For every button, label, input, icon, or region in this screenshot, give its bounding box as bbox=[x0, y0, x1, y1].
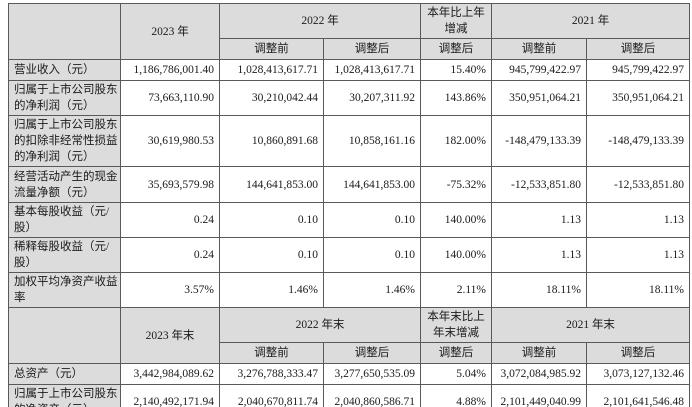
table-row: 基本每股收益（元/股） 0.24 0.10 0.10 140.00% 1.13 … bbox=[8, 202, 690, 238]
adjust-after-header: 调整后 bbox=[586, 342, 690, 364]
adjust-after-header: 调整后 bbox=[323, 38, 421, 60]
period-header-2021: 2021 年 bbox=[491, 3, 690, 39]
value-cell: 140.00% bbox=[420, 202, 492, 238]
table-row: 营业收入（元） 1,186,786,001.40 1,028,413,617.7… bbox=[8, 59, 690, 81]
value-cell: 350,951,064.21 bbox=[586, 80, 690, 116]
value-cell: 3,277,650,535.09 bbox=[323, 363, 421, 385]
value-cell: 30,619,980.53 bbox=[120, 115, 220, 167]
value-cell: 3,072,084,985.92 bbox=[491, 363, 587, 385]
value-cell: 945,799,422.97 bbox=[491, 59, 587, 81]
value-cell: 0.10 bbox=[323, 237, 421, 273]
table-row: 加权平均净资产收益率 3.57% 1.46% 1.46% 2.11% 18.11… bbox=[8, 272, 690, 308]
value-cell: 1,028,413,617.71 bbox=[219, 59, 324, 81]
adjust-after-header: 调整后 bbox=[420, 342, 492, 364]
value-cell: 5.04% bbox=[420, 363, 492, 385]
value-cell: 2,040,860,586.71 bbox=[323, 384, 421, 407]
value-cell: 10,860,891.68 bbox=[219, 115, 324, 167]
value-cell: 143.86% bbox=[420, 80, 492, 116]
table-row: 归属于上市公司股东的净资产（元） 2,140,492,171.94 2,040,… bbox=[8, 384, 690, 407]
period-header-2022-end: 2022 年末 bbox=[219, 307, 421, 343]
value-cell: 10,858,161.16 bbox=[323, 115, 421, 167]
value-cell: 18.11% bbox=[586, 272, 690, 308]
row-label: 稀释每股收益（元/股） bbox=[8, 237, 121, 273]
row-label: 归属于上市公司股东的净资产（元） bbox=[8, 384, 121, 407]
value-cell: 73,663,110.90 bbox=[120, 80, 220, 116]
value-cell: 144,641,853.00 bbox=[323, 166, 421, 203]
value-cell: -148,479,133.39 bbox=[586, 115, 690, 167]
value-cell: 0.24 bbox=[120, 237, 220, 273]
period-header-2021-end: 2021 年末 bbox=[491, 307, 690, 343]
financial-summary-page: 2023 年 2022 年 本年比上年增减 2021 年 调整前 调整后 调整后… bbox=[0, 3, 692, 407]
value-cell: 2,101,449,040.99 bbox=[491, 384, 587, 407]
value-cell: 35,693,579.98 bbox=[120, 166, 220, 203]
value-cell: 1.13 bbox=[491, 202, 587, 238]
value-cell: 0.10 bbox=[219, 202, 324, 238]
value-cell: -12,533,851.80 bbox=[491, 166, 587, 203]
change-header: 本年比上年增减 bbox=[420, 3, 492, 39]
period-header-2022: 2022 年 bbox=[219, 3, 421, 39]
value-cell: 1,186,786,001.40 bbox=[120, 59, 220, 81]
row-label: 总资产（元） bbox=[8, 363, 121, 385]
adjust-before-header: 调整前 bbox=[491, 38, 587, 60]
value-cell: 2.11% bbox=[420, 272, 492, 308]
row-label: 经营活动产生的现金流量净额（元） bbox=[8, 166, 121, 203]
adjust-before-header: 调整前 bbox=[219, 342, 324, 364]
value-cell: 3,276,788,333.47 bbox=[219, 363, 324, 385]
table-row: 经营活动产生的现金流量净额（元） 35,693,579.98 144,641,8… bbox=[8, 166, 690, 203]
value-cell: 945,799,422.97 bbox=[586, 59, 690, 81]
corner-cell bbox=[8, 307, 121, 364]
value-cell: 1.46% bbox=[323, 272, 421, 308]
value-cell: 3,073,127,132.46 bbox=[586, 363, 690, 385]
value-cell: 2,040,670,811.74 bbox=[219, 384, 324, 407]
adjust-after-header: 调整后 bbox=[323, 342, 421, 364]
period-header-2023: 2023 年 bbox=[120, 3, 220, 60]
change-header-year-end: 本年末比上年末增减 bbox=[420, 307, 492, 343]
adjust-after-header: 调整后 bbox=[586, 38, 690, 60]
period-header-2023-end: 2023 年末 bbox=[120, 307, 220, 364]
adjust-before-header: 调整前 bbox=[219, 38, 324, 60]
value-cell: -148,479,133.39 bbox=[491, 115, 587, 167]
value-cell: -12,533,851.80 bbox=[586, 166, 690, 203]
value-cell: -75.32% bbox=[420, 166, 492, 203]
row-label: 归属于上市公司股东的扣除非经常性损益的净利润（元） bbox=[8, 115, 121, 167]
value-cell: 3.57% bbox=[120, 272, 220, 308]
table-row: 归属于上市公司股东的净利润（元） 73,663,110.90 30,210,04… bbox=[8, 80, 690, 116]
value-cell: 4.88% bbox=[420, 384, 492, 407]
value-cell: 144,641,853.00 bbox=[219, 166, 324, 203]
table-row: 归属于上市公司股东的扣除非经常性损益的净利润（元） 30,619,980.53 … bbox=[8, 115, 690, 167]
row-label: 基本每股收益（元/股） bbox=[8, 202, 121, 238]
value-cell: 15.40% bbox=[420, 59, 492, 81]
corner-cell bbox=[8, 3, 121, 60]
value-cell: 2,101,641,546.48 bbox=[586, 384, 690, 407]
value-cell: 30,207,311.92 bbox=[323, 80, 421, 116]
value-cell: 1.13 bbox=[586, 202, 690, 238]
value-cell: 0.10 bbox=[323, 202, 421, 238]
value-cell: 1.46% bbox=[219, 272, 324, 308]
value-cell: 182.00% bbox=[420, 115, 492, 167]
table-row: 稀释每股收益（元/股） 0.24 0.10 0.10 140.00% 1.13 … bbox=[8, 237, 690, 273]
value-cell: 30,210,042.44 bbox=[219, 80, 324, 116]
value-cell: 2,140,492,171.94 bbox=[120, 384, 220, 407]
value-cell: 1,028,413,617.71 bbox=[323, 59, 421, 81]
adjust-before-header: 调整前 bbox=[491, 342, 587, 364]
value-cell: 0.10 bbox=[219, 237, 324, 273]
row-label: 营业收入（元） bbox=[8, 59, 121, 81]
value-cell: 1.13 bbox=[586, 237, 690, 273]
row-label: 加权平均净资产收益率 bbox=[8, 272, 121, 308]
table-row: 总资产（元） 3,442,984,089.62 3,276,788,333.47… bbox=[8, 363, 690, 385]
financial-summary-table: 2023 年 2022 年 本年比上年增减 2021 年 调整前 调整后 调整后… bbox=[8, 3, 690, 407]
adjust-after-header: 调整后 bbox=[420, 38, 492, 60]
value-cell: 3,442,984,089.62 bbox=[120, 363, 220, 385]
value-cell: 18.11% bbox=[491, 272, 587, 308]
value-cell: 1.13 bbox=[491, 237, 587, 273]
value-cell: 350,951,064.21 bbox=[491, 80, 587, 116]
value-cell: 0.24 bbox=[120, 202, 220, 238]
value-cell: 140.00% bbox=[420, 237, 492, 273]
row-label: 归属于上市公司股东的净利润（元） bbox=[8, 80, 121, 116]
